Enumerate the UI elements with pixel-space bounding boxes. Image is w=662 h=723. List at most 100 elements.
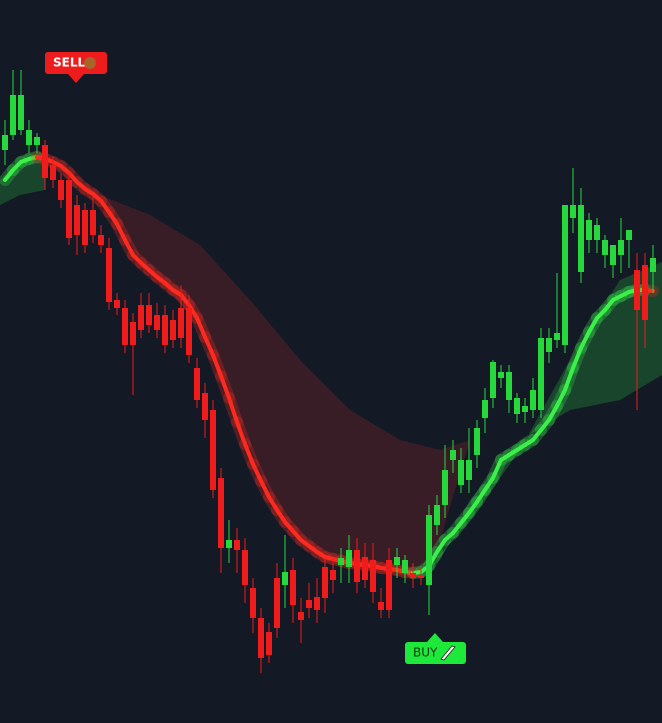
candle-body [490,362,496,398]
candle-body [522,406,528,412]
candle-body [426,515,432,585]
ma-line [467,500,479,515]
candle-body [218,478,224,548]
candle-body [170,320,176,340]
ma-line [243,442,255,466]
candle-body [634,270,640,310]
ma-line [3,168,15,182]
candle-body [34,137,40,145]
candle-body [362,557,368,580]
candle-body [578,205,584,272]
candle-body [330,570,336,580]
ma-line [235,420,247,446]
candle-body [610,245,616,265]
candle-body [626,230,632,240]
candle-body [234,540,240,550]
candle-body [106,248,112,302]
candle-layer [2,70,656,673]
candle-body [570,205,576,218]
candle-body [346,550,352,567]
candle-body [178,308,184,338]
candle-body [130,322,136,345]
bull-cloud-left [0,152,45,205]
ma-line [211,353,223,378]
ma-line [435,538,447,554]
ma-line [283,520,295,533]
candle-body [594,225,600,240]
candle-body [402,560,408,573]
ma-line [251,462,263,483]
candle-body [202,393,208,420]
ma-line [291,529,303,542]
candle-body [298,612,304,620]
candle-body [514,398,520,414]
candle-body [186,308,192,355]
ma-line [459,511,471,525]
candle-body [498,372,504,378]
candle-body [146,305,152,325]
candle-body [474,428,480,455]
ma-line [555,388,567,408]
candle-body [258,618,264,658]
candle-body [562,205,568,345]
bear-icon [84,57,96,69]
candle-body [506,372,512,400]
candle-body [442,470,448,505]
ma-line [587,316,599,334]
candle-body [154,315,160,330]
candle-body [378,602,384,610]
candle-body [322,567,328,598]
candle-body [2,135,8,150]
candle-body [602,240,608,255]
candle-body [122,308,128,345]
candle-body [162,315,168,345]
candle-body [450,450,456,460]
ma-line [275,508,287,524]
candle-body [546,338,552,352]
ma-line [603,298,615,312]
candle-body [194,368,200,400]
candle-body [306,600,312,608]
ma-line [491,458,503,480]
candle-body [370,560,376,592]
candle-body [50,165,56,180]
rocket-icon [440,645,456,661]
ma-line [483,476,495,492]
candle-body [282,572,288,585]
ma-line [531,428,543,442]
ma-line [547,404,559,422]
ma-line [123,238,135,257]
ma-line [203,335,215,357]
candle-body [642,265,648,320]
candle-body [466,460,472,480]
ma-line [579,330,591,350]
ma-line [187,303,199,320]
candle-body [210,410,216,490]
candle-body [98,235,104,245]
ma-line [107,210,119,226]
buy-pointer [427,633,443,642]
candle-body [90,210,96,235]
ma-line [571,346,583,370]
ma-line [99,199,111,214]
candle-body [618,240,624,255]
ma-line [219,374,231,400]
candle-body [314,597,320,610]
candle-body [114,300,120,308]
ma-line [115,222,127,242]
candle-body [394,557,400,565]
ma-line [227,396,239,424]
candle-body [138,305,144,330]
candle-body [530,390,536,410]
candle-body [18,95,24,130]
ma-line [195,316,207,339]
ma-line [563,366,575,392]
candle-body [410,573,416,578]
candle-body [538,338,544,410]
ma-line [259,479,271,499]
candle-body [74,205,80,235]
candle-body [650,258,656,272]
candle-body [386,560,392,610]
candle-body [242,550,248,585]
